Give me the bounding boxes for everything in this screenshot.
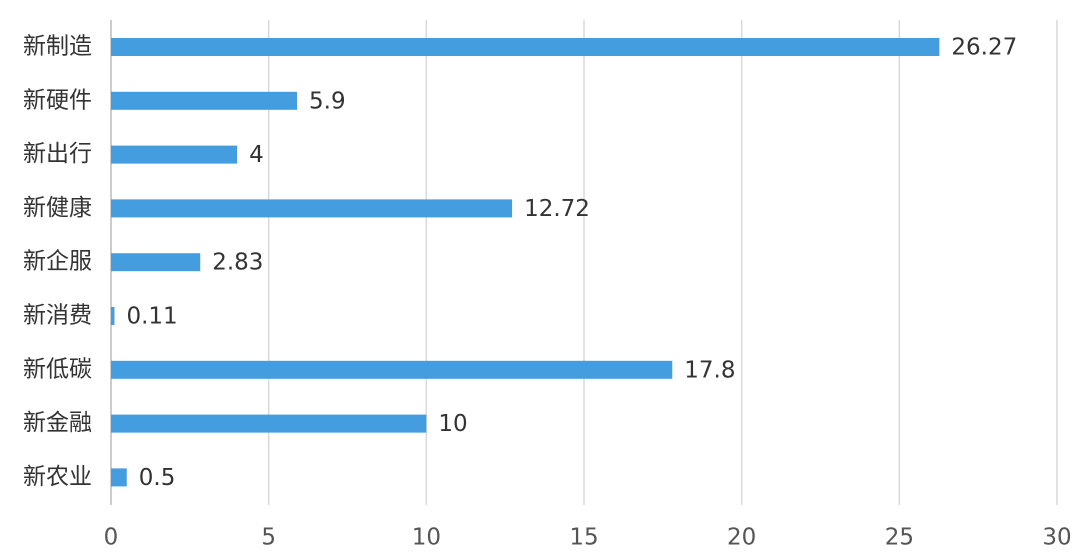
y-tick-label: 新出行 (23, 141, 92, 167)
x-tick-label: 5 (261, 525, 276, 551)
data-label: 4 (249, 142, 264, 168)
data-label: 10 (438, 411, 467, 437)
bar (111, 91, 298, 110)
bar (111, 199, 513, 218)
x-tick-label: 15 (569, 525, 598, 551)
data-label: 0.11 (126, 304, 177, 330)
data-label: 26.27 (951, 35, 1017, 61)
y-tick-label: 新健康 (23, 195, 92, 221)
bar (111, 468, 127, 487)
y-tick-label: 新金融 (23, 410, 92, 436)
y-tick-label: 新制造 (23, 34, 92, 60)
bar (111, 414, 427, 433)
y-tick-label: 新农业 (23, 464, 92, 490)
bar (111, 307, 115, 325)
bar (111, 360, 673, 379)
x-tick-label: 10 (412, 525, 441, 551)
y-tick-label: 新消费 (23, 303, 92, 329)
bar (111, 253, 201, 272)
data-label: 17.8 (684, 357, 735, 383)
data-label: 0.5 (139, 465, 176, 491)
data-label: 12.72 (524, 196, 590, 222)
bar (111, 145, 238, 164)
data-label: 2.83 (212, 250, 263, 276)
x-tick-label: 20 (727, 525, 756, 551)
x-tick-label: 25 (885, 525, 914, 551)
data-label: 5.9 (309, 88, 346, 114)
bar (111, 38, 940, 56)
y-tick-label: 新硬件 (23, 87, 92, 113)
y-tick-label: 新低碳 (23, 356, 92, 382)
y-tick-label: 新企服 (23, 249, 92, 275)
x-tick-label: 0 (104, 525, 119, 551)
x-tick-label: 30 (1042, 525, 1071, 551)
